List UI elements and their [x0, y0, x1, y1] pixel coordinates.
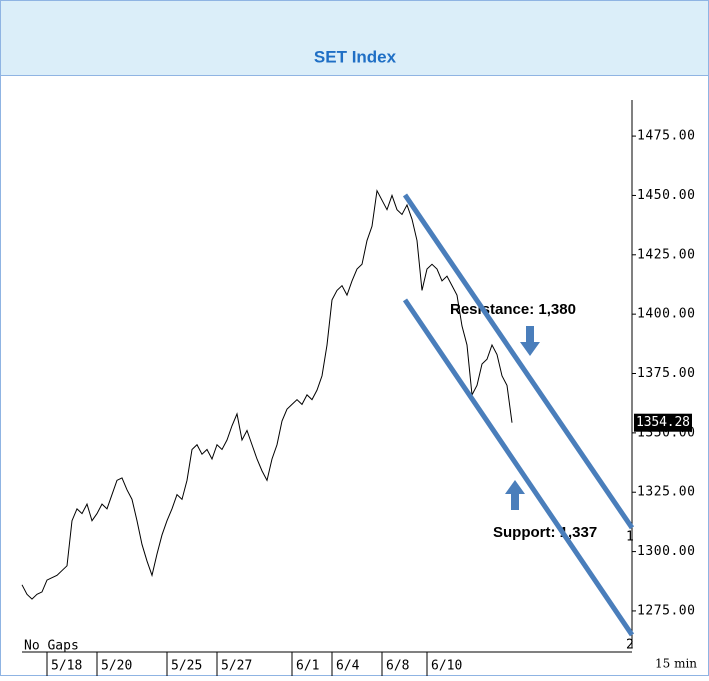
x-tick-label: 6/1 [296, 659, 319, 674]
gap-note: No Gaps [24, 639, 79, 654]
pane-label: 2 [626, 638, 634, 653]
up-arrow [505, 480, 525, 510]
y-tick-label: 1300.00 [637, 544, 695, 559]
pane-label: 1 [626, 530, 634, 545]
y-tick-label: 1450.00 [637, 188, 695, 203]
y-tick-label: 1425.00 [637, 247, 695, 262]
x-tick-label: 5/25 [171, 659, 202, 674]
x-tick-label: 5/27 [221, 659, 252, 674]
x-tick-label: 5/20 [101, 659, 132, 674]
header [0, 0, 709, 76]
interval: 15 min [655, 657, 697, 671]
last-price-box [634, 413, 692, 432]
down-arrow [520, 326, 540, 356]
support-label: Support: 1,337 [493, 524, 597, 541]
price-line [21, 189, 513, 600]
x-tick-label: 6/8 [386, 659, 409, 674]
y-tick-label: 1375.00 [637, 366, 695, 381]
y-tick-label: 1275.00 [637, 603, 695, 618]
chart-title: SET Index [314, 47, 397, 66]
resistance-label: Resistance: 1,380 [450, 301, 576, 318]
plot: 1275.001300.001325.001350.001375.001400.… [21, 129, 695, 676]
x-tick-label: 6/10 [431, 659, 462, 674]
y-tick-label: 1400.00 [637, 307, 695, 322]
y-tick-label: 1475.00 [637, 129, 695, 144]
x-tick-label: 5/18 [51, 659, 82, 674]
y-tick-label: 1325.00 [637, 485, 695, 500]
x-tick-label: 6/4 [336, 659, 360, 674]
trend-line [402, 298, 635, 637]
trend-line [402, 193, 635, 530]
last-price: 1354.28 [636, 415, 690, 430]
